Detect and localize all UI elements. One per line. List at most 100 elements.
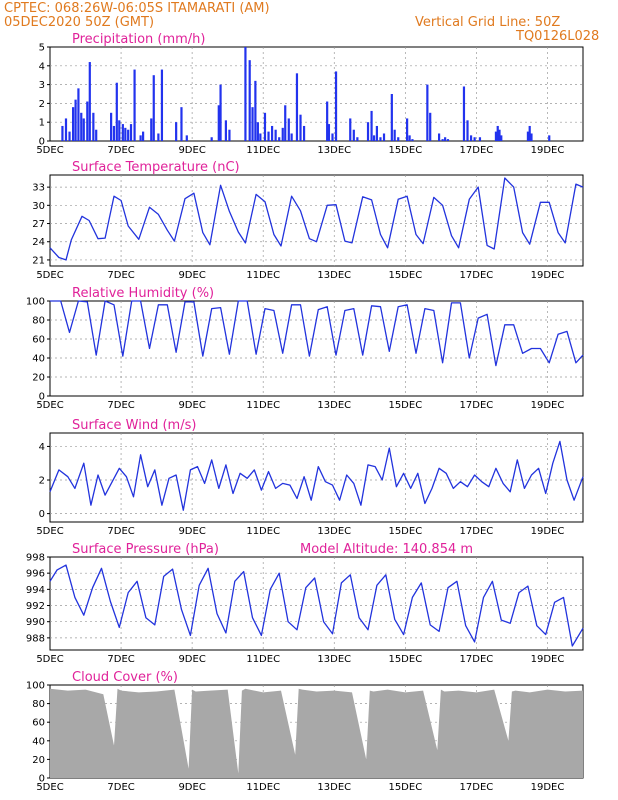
precipitation-bar xyxy=(124,127,127,141)
precipitation-bar xyxy=(248,60,251,141)
precipitation-bar xyxy=(295,73,299,141)
wind-y-tick-label: 0 xyxy=(39,509,45,520)
precipitation-bar xyxy=(326,101,329,141)
precipitation-x-tick-label: 17DEC xyxy=(460,145,494,156)
precipitation-bar xyxy=(270,125,274,141)
precipitation-bar xyxy=(118,120,121,141)
cloud-cover-x-tick-label: 9DEC xyxy=(178,782,205,793)
precipitation-bar xyxy=(254,80,257,141)
humidity-x-tick-label: 13DEC xyxy=(317,400,351,411)
temperature-y-tick-label: 27 xyxy=(32,219,45,230)
pressure-x-tick-label: 11DEC xyxy=(246,654,280,665)
precipitation-bar xyxy=(139,135,142,141)
precipitation-bar xyxy=(327,124,331,141)
humidity-line xyxy=(50,300,584,367)
precipitation-bar xyxy=(393,129,396,141)
cloud-cover-area xyxy=(50,688,583,778)
temperature-y-tick-label: 33 xyxy=(32,183,45,194)
pressure-y-tick-label: 992 xyxy=(26,601,45,612)
precipitation-bar xyxy=(444,137,447,141)
precipitation-bar xyxy=(494,131,498,141)
cloud-cover-x-tick-label: 7DEC xyxy=(107,782,134,793)
precipitation-bar xyxy=(397,137,400,141)
precipitation-bar xyxy=(152,75,155,141)
pressure-x-tick-label: 15DEC xyxy=(388,654,422,665)
precipitation-bar xyxy=(287,118,290,141)
precipitation-bar xyxy=(267,131,270,141)
temperature-frame xyxy=(49,174,584,267)
wind-title: Surface Wind (m/s) xyxy=(72,418,196,433)
temperature-x-tick-label: 11DEC xyxy=(246,270,280,281)
pressure-x-tick-label: 5DEC xyxy=(36,654,63,665)
precipitation-bar xyxy=(548,135,551,141)
temperature-y-tick-label: 30 xyxy=(32,201,45,212)
precipitation-bar xyxy=(224,120,227,141)
precipitation-y-tick-label: 0 xyxy=(39,137,45,148)
precipitation-bar xyxy=(274,129,277,141)
precipitation-bar xyxy=(110,112,113,141)
humidity-y-tick-label: 20 xyxy=(32,373,45,384)
cloud-cover-title: Cloud Cover (%) xyxy=(72,670,178,685)
precipitation-bar xyxy=(411,139,414,141)
precipitation-y-tick-label: 1 xyxy=(39,118,45,129)
header-grid-line: Vertical Grid Line: 50Z xyxy=(415,15,561,30)
precipitation-y-tick-label: 5 xyxy=(39,43,45,54)
precipitation-bar xyxy=(469,135,473,141)
precipitation-bar xyxy=(349,118,352,141)
precipitation-bar xyxy=(290,133,293,141)
precipitation-bar xyxy=(426,84,429,141)
precipitation-title: Precipitation (mm/h) xyxy=(72,32,205,47)
precipitation-bar xyxy=(160,69,164,141)
temperature-x-tick-label: 19DEC xyxy=(531,270,565,281)
precipitation-bar xyxy=(251,107,254,141)
humidity-y-tick-label: 0 xyxy=(39,392,45,403)
precipitation-bar xyxy=(331,133,334,141)
cloud-cover-y-tick-label: 60 xyxy=(32,718,45,729)
precipitation-bar xyxy=(530,133,533,141)
humidity-x-tick-label: 15DEC xyxy=(388,400,422,411)
precipitation-bar xyxy=(129,124,133,141)
precipitation-bar xyxy=(217,105,220,141)
precipitation-bar xyxy=(372,135,376,141)
precipitation-bar xyxy=(185,135,188,141)
precipitation-bar xyxy=(127,129,130,141)
precipitation-bar xyxy=(478,137,482,141)
humidity-y-tick-label: 60 xyxy=(32,335,45,346)
pressure-y-tick-label: 988 xyxy=(26,633,45,644)
wind-x-tick-label: 7DEC xyxy=(107,526,134,537)
precipitation-y-tick-label: 2 xyxy=(39,99,45,110)
precipitation-x-tick-label: 11DEC xyxy=(246,145,280,156)
precipitation-bar xyxy=(86,101,89,141)
precipitation-bar xyxy=(210,137,213,141)
precipitation-bar xyxy=(74,99,77,141)
humidity-y-tick-label: 80 xyxy=(32,316,45,327)
precipitation-bar xyxy=(278,137,281,141)
precipitation-x-tick-label: 15DEC xyxy=(388,145,422,156)
humidity-frame xyxy=(49,300,584,397)
precipitation-bar xyxy=(112,125,116,141)
precipitation-x-tick-label: 7DEC xyxy=(107,145,134,156)
precipitation-bar xyxy=(406,118,409,141)
pressure-y-tick-label: 996 xyxy=(26,569,45,580)
precipitation-bar xyxy=(528,125,531,141)
precipitation-bar xyxy=(429,112,432,141)
precipitation-bar xyxy=(88,62,91,141)
precipitation-bar xyxy=(175,122,178,141)
pressure-annotation: Model Altitude: 140.854 m xyxy=(300,542,473,557)
precipitation-bar xyxy=(228,129,231,141)
precipitation-bar xyxy=(379,137,382,141)
precipitation-bar xyxy=(82,118,85,141)
pressure-y-tick-label: 998 xyxy=(26,553,45,564)
precipitation-bar xyxy=(496,125,499,141)
pressure-x-tick-label: 7DEC xyxy=(107,654,134,665)
header-forecast-time: 05DEC2020 50Z (GMT) xyxy=(4,15,155,30)
precipitation-bar xyxy=(68,131,71,141)
humidity-y-tick-label: 100 xyxy=(26,297,45,308)
humidity-x-tick-label: 7DEC xyxy=(107,400,134,411)
precipitation-bar xyxy=(462,86,466,141)
pressure-y-tick-label: 994 xyxy=(26,585,45,596)
wind-y-tick-label: 2 xyxy=(39,476,45,487)
precipitation-bar xyxy=(219,84,222,141)
precipitation-x-tick-label: 5DEC xyxy=(36,145,63,156)
humidity-title: Relative Humidity (%) xyxy=(72,286,214,301)
